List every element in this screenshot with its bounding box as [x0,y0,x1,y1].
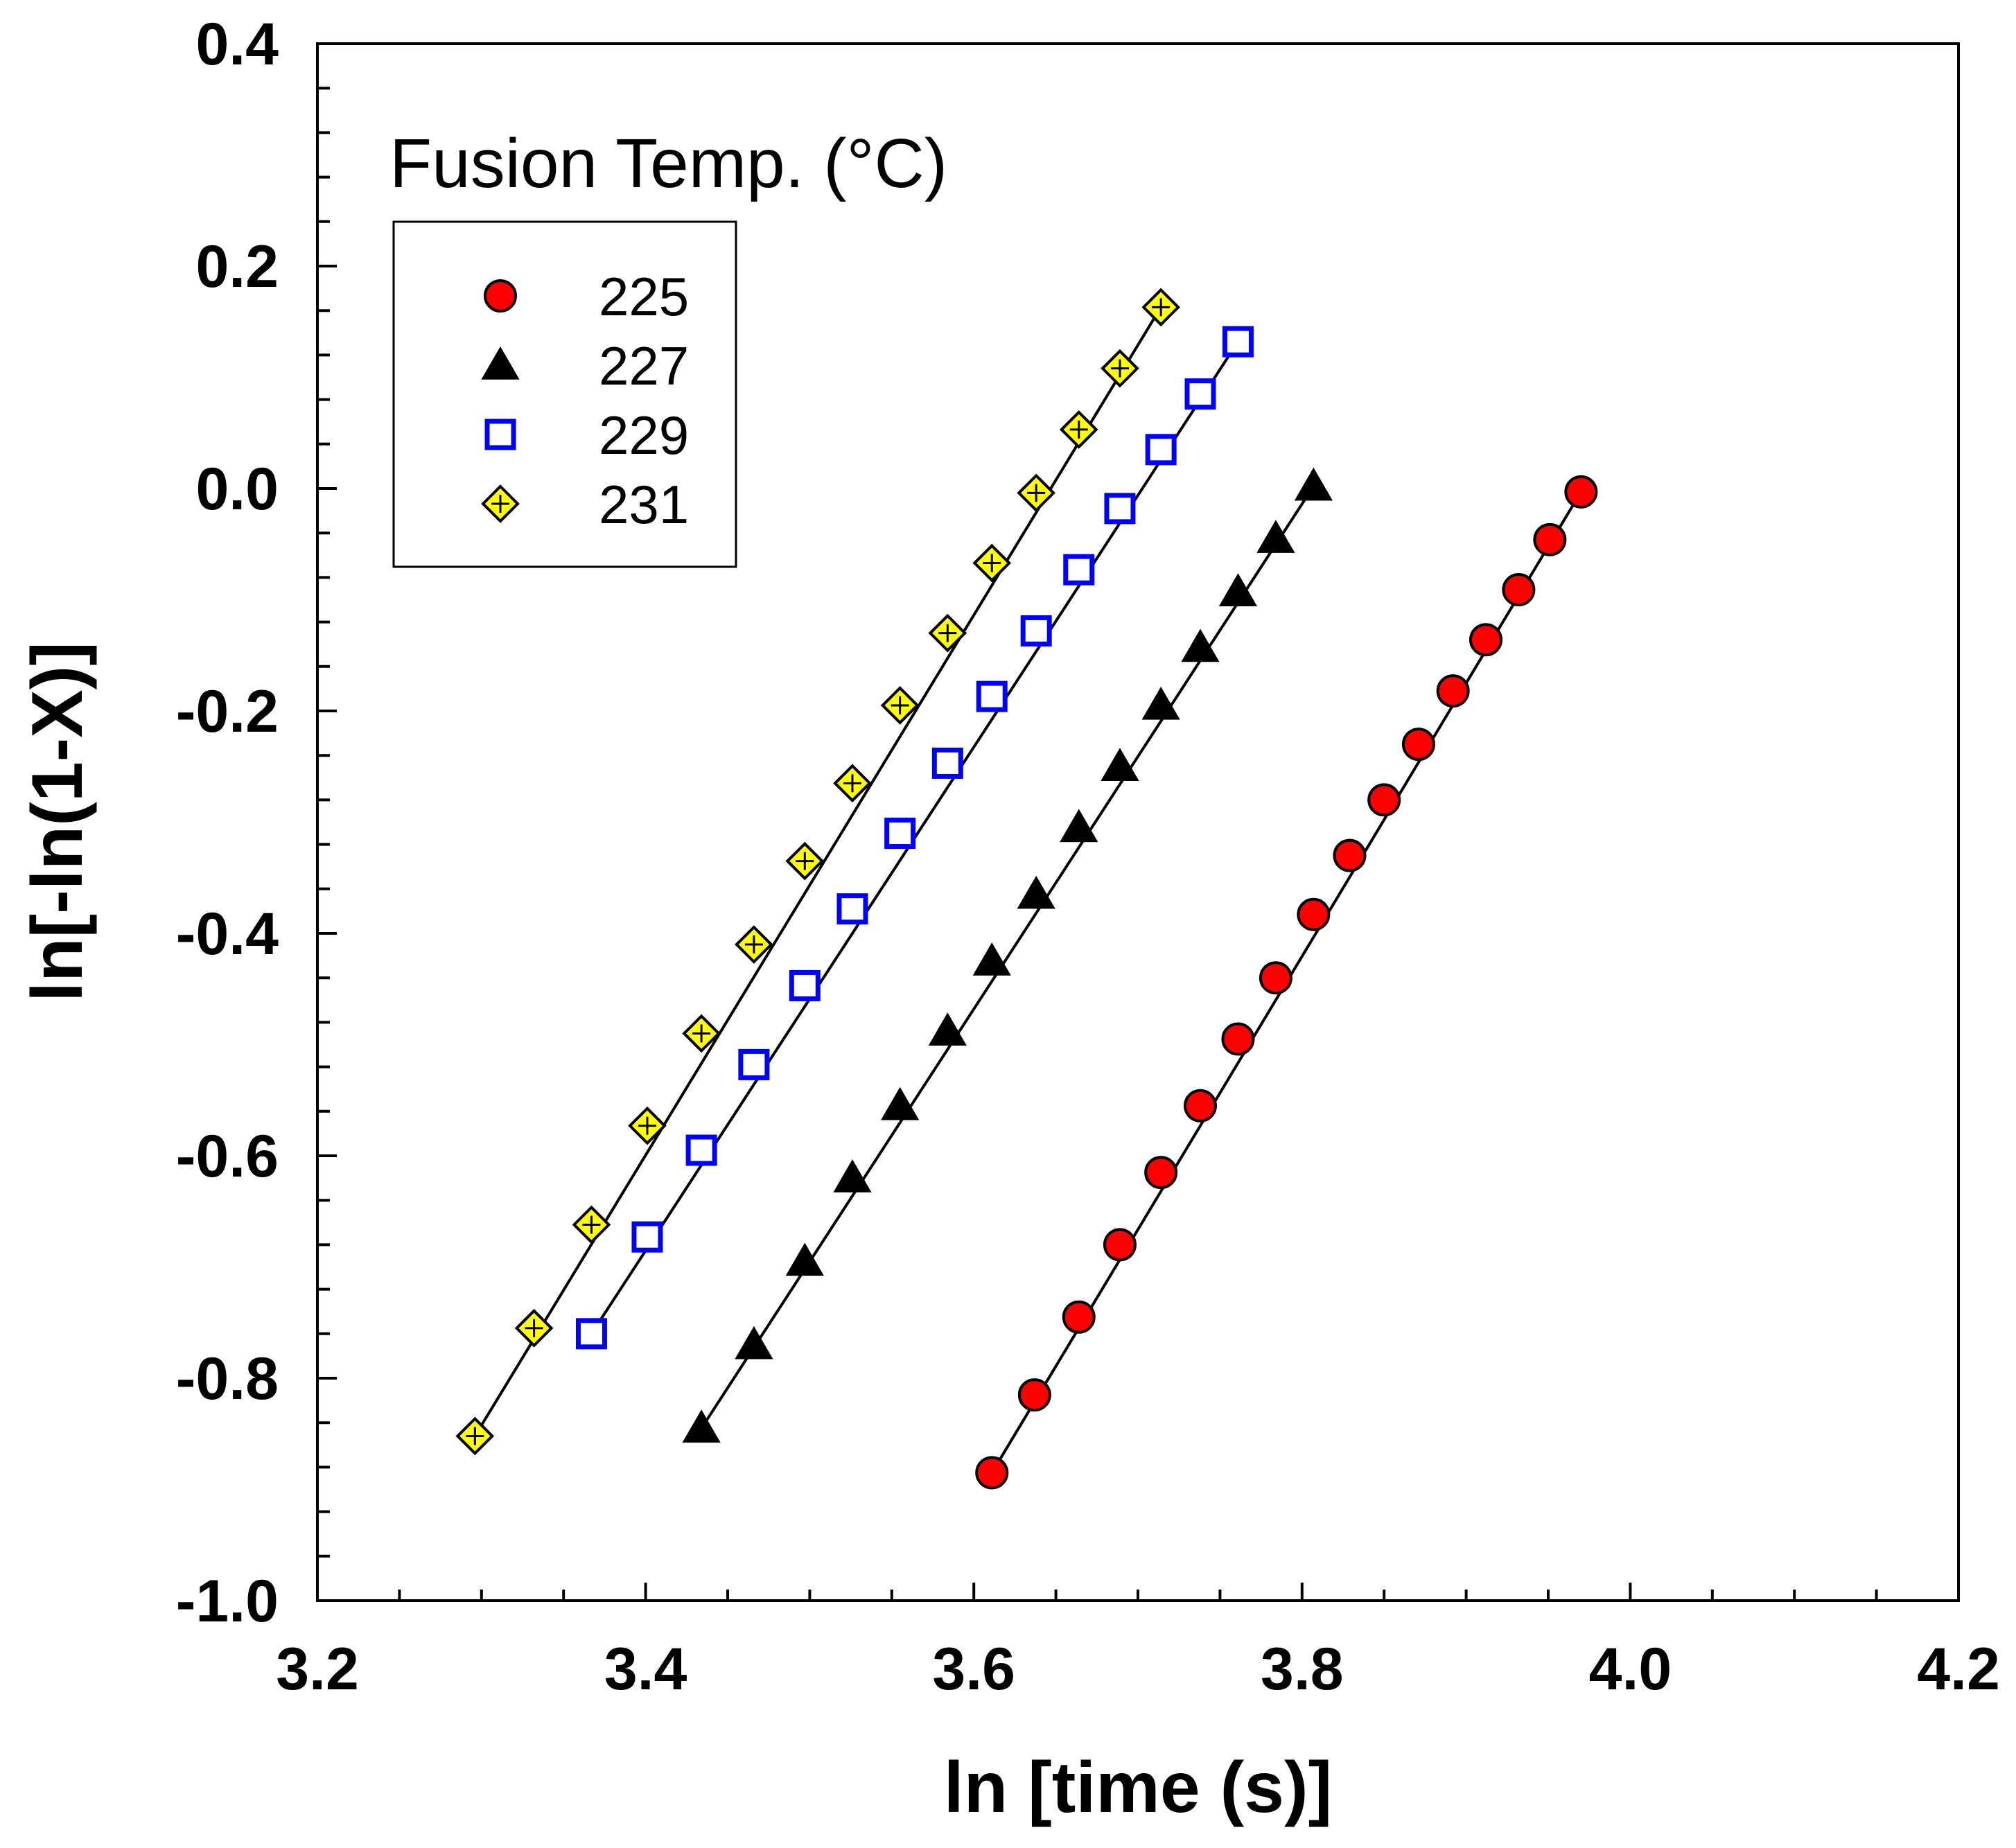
point-231 [1141,288,1180,327]
point-225 [1469,623,1503,657]
point-227 [785,1242,824,1276]
x-axis-title: ln [time (s)] [944,1748,1332,1828]
point-231 [682,1014,721,1053]
point-229 [575,1318,607,1350]
x-tick-label: 3.2 [276,1636,359,1702]
legend-label-229: 229 [599,405,689,466]
point-229 [631,1221,663,1253]
point-225 [1062,1300,1096,1334]
y-axis: -1.0 -0.8 -0.6 -0.4 -0.2 0.0 0.2 0.4 [176,11,337,1635]
point-227 [1256,520,1295,553]
point-225 [1183,1089,1217,1123]
y-tick-label: -1.0 [176,1568,279,1635]
point-229 [1020,615,1052,646]
point-225 [1333,838,1367,872]
y-tick-label: -0.8 [176,1346,279,1412]
legend-label-231: 231 [599,474,689,535]
point-227 [1181,628,1220,662]
point-231 [514,1308,554,1348]
point-231 [1101,349,1139,388]
point-227 [881,1086,920,1120]
point-225 [1436,674,1470,708]
point-231 [972,543,1012,583]
legend-marker-229 [484,419,516,450]
point-225 [1401,728,1435,762]
point-229 [789,969,821,1001]
point-231 [1059,410,1098,449]
y-tick-label: 0.0 [195,456,279,522]
point-231 [880,686,920,725]
point-231 [928,613,967,653]
x-tick-label: 3.4 [604,1636,687,1702]
y-tick-label: -0.2 [176,678,279,745]
point-229 [976,680,1008,712]
point-225 [1502,573,1536,607]
legend-marker-231 [481,484,520,523]
x-axis: 3.2 3.4 3.6 3.8 4.0 4.2 [276,1583,2000,1702]
point-231 [455,1416,495,1456]
point-231 [572,1205,611,1244]
point-227 [1101,748,1139,781]
point-229 [931,747,963,779]
point-225 [1297,897,1331,931]
point-231 [1017,473,1056,513]
point-229 [1184,378,1216,410]
legend-box [392,220,737,568]
point-227 [928,1012,967,1046]
point-227 [1218,573,1258,606]
point-227 [1141,686,1180,720]
point-225 [1103,1228,1137,1262]
point-229 [884,818,916,850]
legend-label-225: 225 [599,266,689,327]
point-231 [785,841,825,881]
y-tick-label: 0.2 [195,234,279,300]
y-axis-title: ln[-ln(1-X)] [17,642,98,1002]
point-231 [735,925,773,964]
point-225 [1533,522,1567,556]
point-225 [1259,961,1292,995]
legend: 225 227 229 231 [392,220,737,568]
point-231 [628,1106,667,1145]
point-227 [972,942,1011,976]
legend-marker-225 [484,279,517,313]
point-229 [1104,493,1136,525]
legend-label-227: 227 [599,335,689,396]
point-231 [833,764,872,803]
point-229 [738,1048,770,1080]
point-227 [1294,467,1333,501]
point-229 [1063,554,1095,586]
point-229 [836,893,868,925]
x-tick-label: 3.6 [932,1636,1015,1702]
y-tick-label: -0.6 [176,1123,279,1190]
legend-marker-227 [481,346,520,380]
point-227 [735,1326,773,1359]
point-225 [1144,1156,1178,1190]
x-tick-label: 4.2 [1917,1636,2000,1702]
point-227 [1060,809,1098,843]
point-227 [1017,875,1055,909]
x-tick-label: 4.0 [1589,1636,1672,1702]
point-225 [975,1456,1009,1490]
point-225 [1017,1378,1051,1412]
point-229 [1222,326,1254,358]
y-tick-label: -0.4 [176,901,279,967]
point-225 [1221,1022,1255,1056]
point-227 [833,1159,872,1193]
point-229 [685,1134,717,1166]
point-229 [1145,434,1177,466]
legend-title: Fusion Temp. (°C) [389,125,947,202]
point-225 [1367,783,1401,817]
x-tick-label: 3.8 [1261,1636,1344,1702]
point-225 [1564,475,1598,509]
fit-line-227 [700,485,1315,1429]
point-227 [682,1409,721,1443]
y-tick-label: 0.4 [195,11,279,78]
data-points [455,288,1598,1490]
